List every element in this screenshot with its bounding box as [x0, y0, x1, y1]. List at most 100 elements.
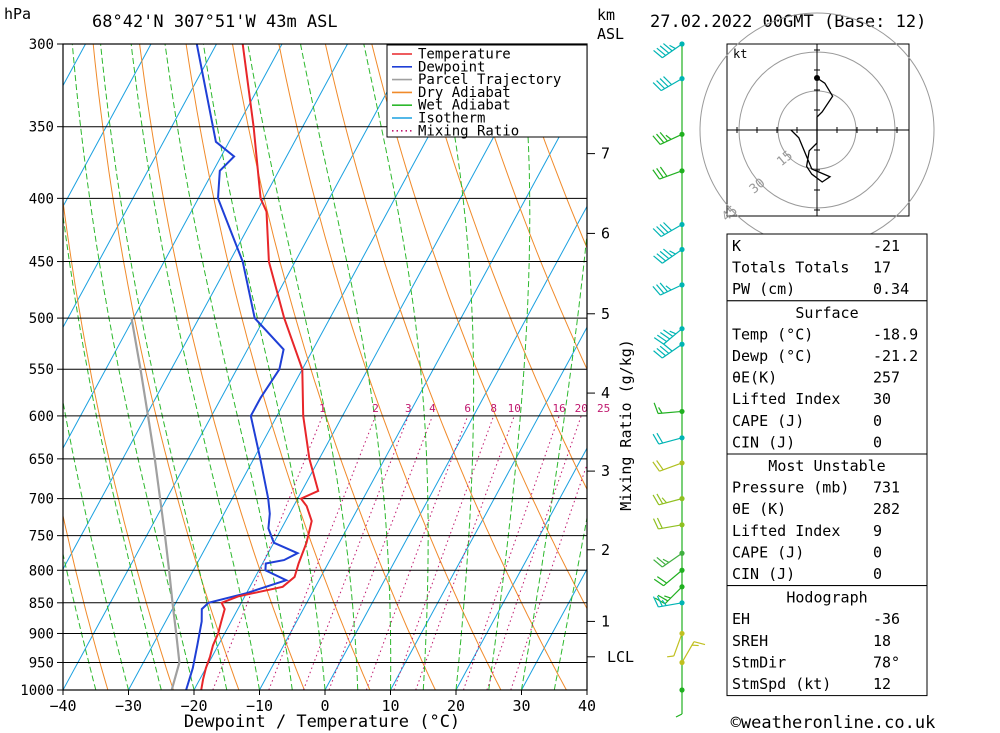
wind-level-dot — [679, 326, 685, 332]
wind-level-dot — [679, 282, 685, 288]
wind-barb-flag — [663, 43, 673, 52]
wind-level-dot — [679, 246, 685, 253]
datetime-title: 27.02.2022 00GMT (Base: 12) — [650, 12, 926, 32]
pressure-tick-label: 300 — [29, 37, 54, 53]
temperature-tick-label: −30 — [115, 697, 142, 715]
dry-adiabat-line — [185, 44, 371, 690]
wind-barb-flag — [653, 578, 664, 587]
indices-label: PW (cm) — [732, 280, 795, 298]
indices-label: CAPE (J) — [732, 543, 804, 561]
temperature-tick-label: −10 — [246, 697, 273, 715]
location-title: 68°42'N 307°51'W 43m ASL — [92, 12, 338, 32]
isotherm-line — [128, 44, 479, 690]
km-tick-label: 4 — [601, 384, 610, 402]
pressure-tick-label: 750 — [29, 529, 54, 545]
wet-adiabat-line — [521, 229, 587, 690]
wind-level-dot — [679, 435, 685, 441]
indices-label: Pressure (mb) — [732, 479, 849, 497]
isotherm-line — [324, 205, 587, 690]
wind-barb-flag — [652, 518, 659, 530]
mixing-ratio-label: 6 — [464, 402, 471, 415]
dry-adiabat-line — [371, 44, 587, 610]
wind-barb-flag — [663, 343, 673, 352]
wind-barb-flag — [653, 50, 663, 59]
wet-adiabat-line — [300, 44, 392, 690]
legend-entry: Wet Adiabat — [418, 98, 511, 114]
indices-panel: K -21 Totals Totals 17 PW (cm) 0.34 Surface Tem… — [726, 233, 928, 697]
wet-adiabat-line — [586, 687, 587, 690]
dry-adiabat-line — [324, 44, 567, 690]
wet-adiabat-line — [164, 44, 293, 690]
indices-value: 12 — [873, 675, 891, 693]
indices-label: CIN (J) — [732, 433, 795, 451]
temperature-tick-label: −40 — [49, 697, 76, 715]
wind-barb-flag — [656, 253, 667, 262]
mixing-ratio-label: 2 — [372, 402, 379, 415]
indices-value: 0.34 — [873, 280, 909, 298]
pressure-tick-label: 550 — [29, 362, 54, 378]
indices-value: 0 — [873, 412, 882, 430]
indices-section-box — [726, 300, 928, 455]
wind-level-dot — [679, 460, 685, 466]
wind-barb-flag — [656, 556, 667, 566]
wet-adiabat-line — [130, 44, 260, 690]
wet-adiabat-line — [63, 551, 97, 690]
isotherm-line — [63, 44, 348, 571]
pressure-tick-label: 350 — [29, 120, 54, 136]
mixing-ratio-axis-title: Mixing Ratio (g/kg) — [617, 339, 635, 511]
indices-section-title: Hodograph — [786, 589, 867, 607]
wind-barb-flag — [656, 226, 666, 235]
wind-barb-flag — [664, 595, 671, 599]
indices-section-box — [726, 233, 928, 302]
indices-label: Temp (°C) — [732, 325, 813, 343]
wind-barb-flag — [663, 76, 673, 86]
wind-barb-flag — [659, 131, 668, 142]
wind-barb-flag — [656, 576, 668, 584]
indices-value: 0 — [873, 543, 882, 561]
indices-value: 0 — [873, 565, 882, 583]
mixing-ratio-label: 10 — [508, 402, 521, 415]
wind-barb-flag — [653, 255, 663, 264]
wind-barb-flag — [658, 407, 663, 414]
wind-barb-flag — [656, 133, 665, 144]
indices-label: θE(K) — [732, 369, 777, 387]
wind-barb-flag — [653, 402, 659, 414]
wind-level-dot — [679, 131, 685, 137]
indices-value: 18 — [873, 632, 891, 650]
temperature-tick-label: −20 — [180, 697, 207, 715]
wind-barb-flag — [656, 80, 666, 90]
wind-barb-flag — [660, 332, 671, 340]
wind-barb-flag — [653, 337, 664, 345]
mixing-ratio-line — [486, 415, 582, 690]
wind-barb-flag — [652, 461, 660, 472]
copyright-text: ©weatheronline.co.uk — [731, 713, 936, 733]
wind-level-dot — [679, 41, 685, 47]
wind-barb-flag — [656, 517, 663, 529]
wet-adiabat-line — [363, 44, 429, 690]
hodograph-start-dot — [814, 75, 820, 81]
wind-level-dot — [679, 584, 685, 590]
dry-adiabat-line — [63, 513, 109, 690]
wind-barb-flag — [653, 559, 663, 568]
wind-barb-flag — [667, 655, 674, 658]
pressure-tick-label: 650 — [29, 452, 54, 468]
dewpoint-line — [185, 44, 300, 690]
indices-section-title: Surface — [795, 304, 858, 322]
isotherm-line — [259, 84, 587, 690]
wet-adiabat-line — [0, 44, 30, 690]
wind-level-dot — [679, 600, 685, 606]
legend-entry: Parcel Trajectory — [418, 72, 561, 88]
mixing-ratio-labels: 1 2 3 4 6 8 10 16 20 25 — [319, 402, 610, 415]
km-unit-label: km — [597, 6, 615, 24]
legend-box — [386, 44, 588, 138]
indices-value: 0 — [873, 433, 882, 451]
wet-adiabat-line — [247, 44, 359, 690]
km-tick-label: LCL — [607, 648, 634, 666]
wind-profile — [652, 41, 706, 718]
wind-barb-flag — [659, 250, 670, 260]
wind-barb-flag — [663, 222, 673, 231]
indices-value: 17 — [873, 259, 891, 277]
isotherm-line — [63, 44, 414, 690]
indices-value: -21.2 — [873, 347, 918, 365]
